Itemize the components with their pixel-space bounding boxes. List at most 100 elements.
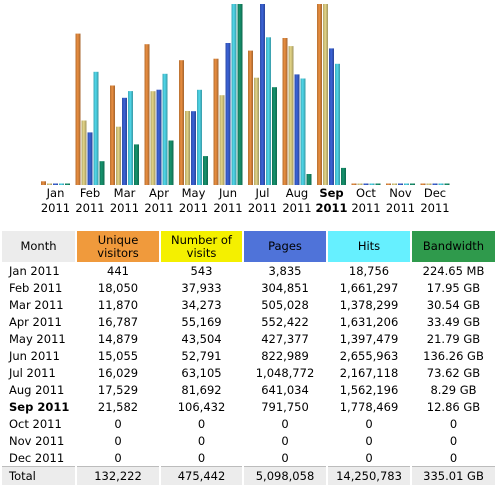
cell-hits: 1,661,297 (339, 280, 399, 295)
x-tick-month-aug: Aug (286, 186, 308, 200)
cell-visits: 55,169 (181, 314, 222, 329)
x-tick-month-apr: Apr (149, 186, 169, 200)
cell-hits: 1,778,469 (339, 399, 399, 414)
monthly-history-bar-chart: Jan2011Feb2011Mar2011Apr2011May2011Jun20… (41, 4, 450, 215)
bar-pages-nov (398, 183, 403, 185)
bar-number-of-visits-may (185, 111, 190, 185)
bar-pages-jan (53, 183, 58, 185)
bar-unique-visitors-feb (75, 33, 81, 185)
bar-bandwidth-oct (375, 183, 381, 185)
month-column-header: Month (2, 231, 75, 262)
cell-month: Jul 2011 (9, 365, 56, 380)
bar-bandwidth-jun (237, 4, 243, 185)
bar-unique-visitors-oct (351, 183, 357, 185)
x-tick-month-sep: Sep (319, 186, 343, 200)
bar-hits-jul (266, 37, 271, 185)
x-tick-month-nov: Nov (389, 186, 412, 200)
cell-hits: 1,378,299 (339, 297, 399, 312)
cell-pages: 822,989 (261, 348, 309, 363)
bar-pages-sep (329, 48, 334, 186)
bar-unique-visitors-sep (317, 4, 322, 185)
bar-number-of-visits-feb (81, 120, 87, 185)
cell-pages: 0 (281, 416, 289, 431)
cell-hits: 2,167,118 (339, 365, 399, 380)
cell-bandwidth: 224.65 MB (422, 263, 485, 278)
cell-pages: 791,750 (261, 399, 309, 414)
cell-month: Nov 2011 (9, 433, 65, 448)
bar-bandwidth-sep (341, 167, 346, 185)
bar-number-of-visits-oct (357, 183, 363, 185)
bar-unique-visitors-jun (213, 58, 219, 186)
bar-unique-visitors-jul (248, 50, 253, 185)
table-header-row: Month Unique visitors Number of visits Pag… (2, 231, 495, 262)
x-tick-month-mar: Mar (114, 186, 136, 200)
cell-bandwidth: 136.26 GB (423, 348, 484, 363)
cell-bandwidth: 21.79 GB (426, 331, 481, 346)
bar-hits-jan (59, 183, 64, 185)
table-row: Nov 2011 0 0 0 0 0 (2, 432, 495, 449)
cell-unique: 15,055 (97, 348, 139, 363)
x-tick-year-nov: 2011 (386, 201, 415, 215)
cell-unique: 14,879 (97, 331, 139, 346)
bar-bandwidth-mar (134, 144, 139, 185)
total-bandwidth: 335.01 GB (412, 466, 495, 485)
bar-number-of-visits-jan (47, 183, 52, 185)
table-row: Apr 2011 16,787 55,169 552,422 1,631,206 33.4… (2, 313, 495, 330)
bar-unique-visitors-dec (420, 183, 426, 185)
cell-visits: 43,504 (181, 331, 222, 346)
x-tick-month-jun: Jun (218, 186, 237, 200)
bar-pages-feb (87, 132, 93, 185)
cell-visits: 0 (197, 433, 206, 448)
cell-visits: 81,692 (181, 382, 222, 397)
pages-column-header: Pages (244, 231, 326, 262)
total-visits: 475,442 (161, 466, 242, 485)
cell-month: Mar 2011 (9, 297, 64, 312)
total-hits: 14,250,783 (328, 466, 410, 485)
bar-number-of-visits-dec (426, 183, 432, 185)
total-pages: 5,098,058 (244, 466, 326, 485)
bar-hits-dec (438, 183, 444, 185)
cell-unique: 16,029 (97, 365, 139, 380)
cell-bandwidth: 73.62 GB (426, 365, 481, 380)
table-row: Sep 2011 21,582 106,432 791,750 1,778,469 12.… (2, 398, 495, 415)
bar-hits-oct (369, 183, 375, 185)
cell-bandwidth: 0 (449, 433, 458, 448)
bar-bandwidth-feb (99, 161, 105, 185)
monthly-stats-table: Month Unique visitors Number of visits Pag… (0, 231, 497, 485)
table-row: Jul 2011 16,029 63,105 1,048,772 2,167,118 73… (2, 364, 495, 381)
total-unique: 132,222 (77, 466, 159, 485)
x-tick-year-apr: 2011 (144, 201, 173, 215)
cell-month: Sep 2011 (9, 399, 70, 414)
table-row: May 2011 14,879 43,504 427,377 1,397,479 21.7… (2, 330, 495, 347)
x-tick-year-jan: 2011 (41, 201, 70, 215)
bar-unique-visitors-mar (110, 85, 115, 185)
bar-hits-apr (162, 73, 168, 185)
bar-bandwidth-aug (306, 174, 312, 185)
table-row: Feb 2011 18,050 37,933 304,851 1,661,297 17.9… (2, 279, 495, 296)
x-tick-month-jul: Jul (255, 186, 270, 200)
cell-pages: 505,028 (261, 297, 309, 312)
x-tick-month-feb: Feb (80, 186, 100, 200)
cell-bandwidth: 30.54 GB (426, 297, 481, 312)
bar-hits-mar (128, 91, 133, 185)
cell-pages: 427,377 (261, 331, 309, 346)
x-tick-month-dec: Dec (424, 186, 446, 200)
x-tick-year-feb: 2011 (75, 201, 104, 215)
bar-hits-may (197, 89, 202, 185)
table-row: Jun 2011 15,055 52,791 822,989 2,655,963 136.… (2, 347, 495, 364)
bar-hits-jun (231, 4, 237, 185)
cell-hits: 18,756 (348, 263, 390, 278)
cell-bandwidth: 0 (449, 416, 458, 431)
cell-visits: 543 (190, 263, 213, 278)
bar-unique-visitors-nov (386, 183, 391, 185)
table-row: Jan 2011 441 543 3,835 18,756 224.65 MB (2, 262, 495, 279)
cell-visits: 0 (197, 416, 206, 431)
bar-unique-visitors-aug (282, 38, 288, 185)
cell-unique: 18,050 (97, 280, 139, 295)
cell-visits: 106,432 (177, 399, 226, 414)
cell-bandwidth: 12.86 GB (426, 399, 481, 414)
table-row: Aug 2011 17,529 81,692 641,034 1,562,196 8.29… (2, 381, 495, 398)
bar-bandwidth-jul (272, 87, 277, 185)
cell-unique: 0 (114, 450, 122, 465)
cell-pages: 1,048,772 (255, 365, 315, 380)
